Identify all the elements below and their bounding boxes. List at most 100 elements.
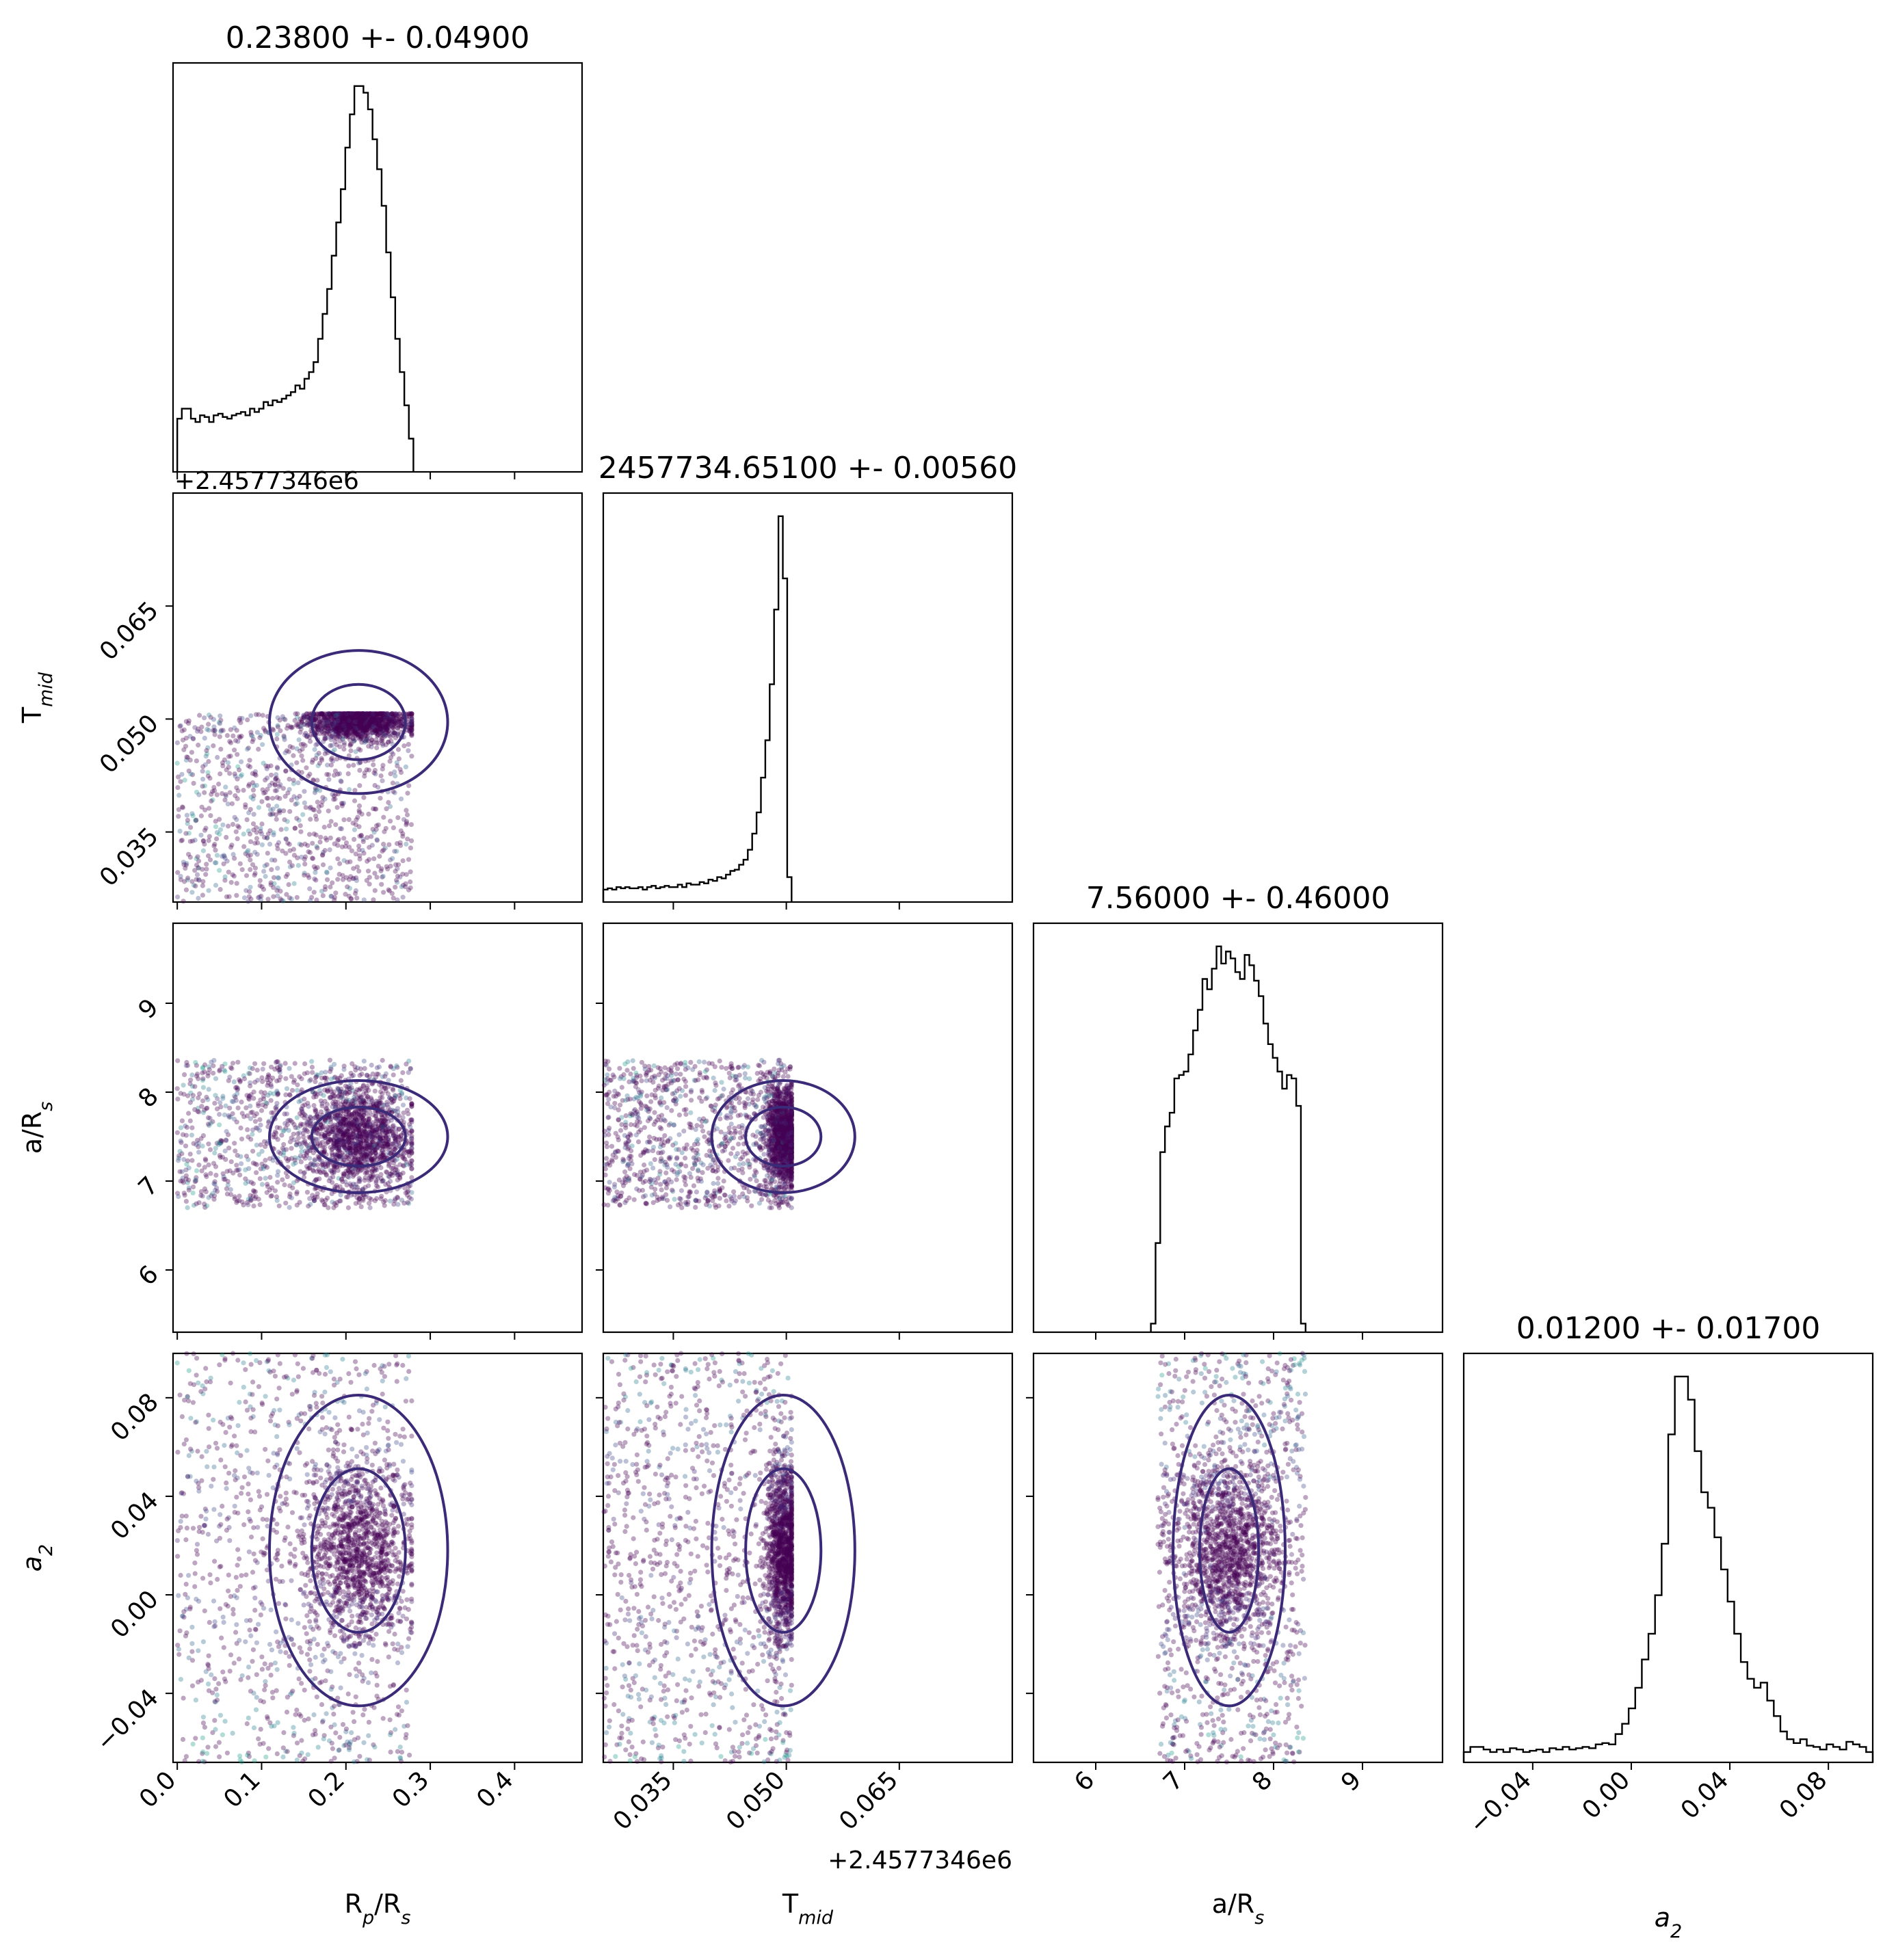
scatter-point [380, 778, 385, 784]
scatter-point [356, 715, 362, 720]
scatter-point [272, 1188, 278, 1193]
scatter-point [324, 869, 330, 875]
scatter-point [184, 754, 189, 760]
scatter-point [343, 730, 349, 735]
scatter-point [340, 1100, 345, 1105]
scatter-point [371, 1139, 376, 1144]
scatter-point [385, 1142, 391, 1148]
scatter-point [267, 828, 273, 834]
scatter-point [214, 792, 220, 797]
scatter-point [183, 887, 189, 892]
scatter-point [392, 730, 398, 736]
scatter-point [326, 777, 332, 782]
scatter-point [239, 772, 245, 778]
scatter-point [347, 716, 352, 721]
scatter-point [345, 720, 350, 726]
scatter-point [202, 790, 207, 795]
scatter-point [313, 1079, 318, 1085]
scatter-point [409, 1158, 414, 1163]
scatter-point [218, 746, 224, 752]
scatter-point [265, 1083, 270, 1088]
scatter-point [347, 886, 353, 891]
scatter-point [352, 711, 358, 717]
scatter-point [374, 745, 380, 751]
scatter-point [185, 817, 190, 823]
scatter-point [386, 721, 392, 727]
scatter-point [380, 728, 385, 734]
scatter-point [188, 1077, 194, 1083]
scatter-point [351, 718, 357, 724]
scatter-point [254, 830, 259, 835]
scatter-point [250, 787, 256, 793]
scatter-points [601, 1057, 794, 1210]
scatter-point [256, 805, 261, 810]
scatter-point [669, 1108, 674, 1113]
scatter-point [345, 860, 350, 865]
scatter-point [372, 871, 378, 876]
scatter-point [341, 746, 347, 752]
scatter-point [203, 754, 209, 759]
scatter-point [384, 730, 389, 735]
scatter-point [332, 841, 337, 847]
scatter-point [295, 711, 300, 717]
scatter-point [363, 726, 368, 732]
scatter-point [316, 715, 321, 721]
scatter-point [343, 714, 348, 719]
scatter-point [386, 731, 392, 737]
scatter-point [391, 1146, 396, 1152]
scatter-point [268, 1098, 274, 1103]
scatter-point [202, 762, 208, 767]
scatter-point [347, 713, 352, 718]
scatter-point [360, 1113, 366, 1118]
scatter-point [404, 808, 409, 813]
scatter-point [184, 812, 189, 818]
scatter-point [318, 834, 324, 840]
scatter-point [307, 771, 313, 777]
scatter-point [350, 1061, 355, 1066]
scatter-point [218, 771, 223, 777]
scatter-point [180, 737, 186, 743]
scatter-point [236, 825, 242, 830]
scatter-point [352, 890, 358, 897]
scatter-point [358, 1204, 364, 1210]
scatter-point [182, 1193, 187, 1198]
scatter-point [356, 711, 363, 717]
scatter-point [299, 1144, 304, 1150]
scatter-point [220, 791, 225, 796]
scatter-point [199, 804, 205, 810]
scatter-point [284, 1111, 289, 1117]
scatter-point [283, 836, 289, 842]
scatter-point [185, 1063, 190, 1068]
scatter-point [289, 863, 295, 869]
scatter-point [352, 1095, 357, 1100]
scatter-point [393, 884, 398, 890]
scatter-point [189, 1072, 195, 1078]
scatter-point [200, 1143, 205, 1149]
scatter-point [224, 1138, 229, 1143]
scatter-point [408, 1196, 414, 1202]
scatter-point [343, 1083, 348, 1089]
scatter-point [356, 746, 362, 752]
scatter-point [194, 872, 200, 877]
scatter-point [386, 1150, 391, 1155]
scatter-point [323, 1106, 328, 1111]
scatter-point [382, 1203, 387, 1208]
scatter-point [358, 735, 364, 741]
scatter-point [212, 1100, 218, 1106]
scatter-point [300, 1103, 306, 1109]
scatter-point [291, 781, 296, 786]
scatter-point [360, 726, 367, 732]
scatter-point [398, 843, 404, 848]
scatter-point [365, 724, 371, 730]
scatter-point [196, 877, 202, 883]
scatter-point [384, 1169, 389, 1175]
scatter-point [380, 719, 386, 725]
scatter-point [295, 1131, 300, 1137]
scatter-point [349, 1155, 355, 1161]
scatter-point [209, 798, 214, 804]
scatter-point [343, 724, 348, 730]
scatter-point [364, 711, 369, 717]
scatter-point [271, 1091, 276, 1096]
scatter-point [329, 894, 334, 899]
scatter-point [388, 771, 393, 777]
